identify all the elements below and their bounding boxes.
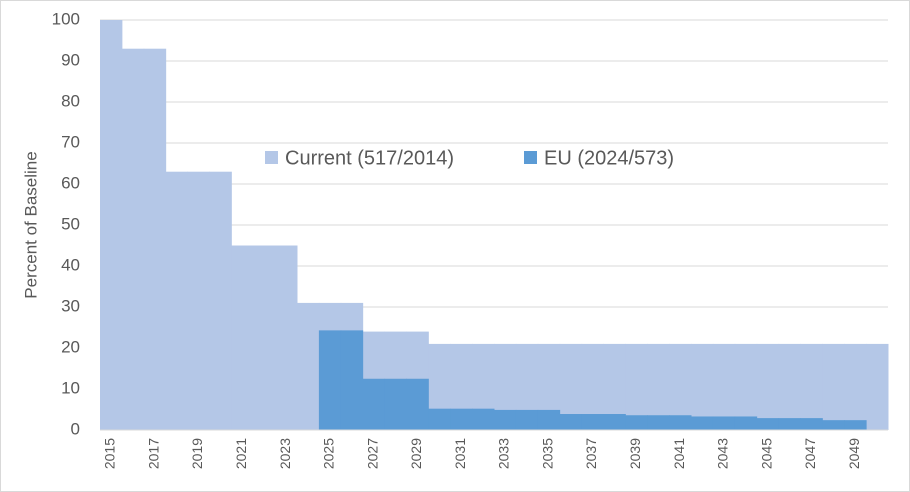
bar [844, 343, 867, 430]
bar [515, 409, 539, 430]
y-tick-label: 30 [61, 296, 80, 315]
bar [253, 245, 276, 430]
x-tick-label: 2015 [102, 438, 118, 469]
bar [209, 171, 232, 430]
bar [559, 343, 583, 430]
bar [537, 343, 561, 430]
bar [778, 343, 801, 430]
y-tick-label: 90 [61, 50, 80, 69]
bar [603, 414, 626, 430]
x-tick-label: 2027 [364, 438, 380, 469]
bar [450, 408, 473, 430]
bar [581, 343, 604, 430]
x-tick-label: 2043 [715, 438, 731, 469]
x-tick-label: 2033 [496, 438, 512, 469]
bar [822, 420, 845, 430]
legend-label: EU (2024/573) [544, 147, 674, 169]
bar [428, 408, 451, 430]
bar [275, 245, 298, 430]
bar [756, 418, 780, 430]
bar [712, 343, 736, 430]
bar [625, 415, 648, 430]
bar [318, 330, 342, 430]
x-tick-label: 2045 [758, 438, 774, 469]
bar [472, 343, 495, 430]
y-axis-label: Percent of Baseline [21, 151, 40, 298]
bar [691, 416, 714, 430]
x-tick-label: 2025 [321, 438, 337, 469]
y-tick-label: 10 [61, 378, 80, 397]
bar [494, 343, 517, 430]
y-tick-label: 20 [61, 337, 80, 356]
bar [537, 409, 561, 430]
bar [100, 20, 123, 430]
bar [340, 330, 364, 430]
bar [581, 414, 604, 430]
bar [231, 245, 254, 430]
bar [800, 343, 823, 430]
bar [494, 409, 517, 430]
bar [187, 171, 210, 430]
legend-label: Current (517/2014) [285, 147, 454, 169]
bar [472, 408, 495, 430]
bar [647, 343, 670, 430]
bar [297, 302, 320, 430]
bar [428, 343, 451, 430]
bar [165, 171, 189, 430]
bar [712, 416, 736, 430]
bar [406, 378, 429, 430]
bar [734, 343, 758, 430]
y-tick-label: 80 [61, 91, 80, 110]
bar [778, 418, 801, 430]
y-tick-label: 0 [71, 419, 80, 438]
y-tick-label: 100 [52, 9, 80, 28]
bar [800, 418, 823, 430]
bar [384, 378, 407, 430]
x-tick-label: 2035 [539, 438, 555, 469]
bar [756, 343, 780, 430]
bar [450, 343, 473, 430]
x-tick-label: 2037 [583, 438, 599, 469]
y-tick-label: 60 [61, 173, 80, 192]
bar [844, 420, 867, 430]
x-tick-label: 2029 [408, 438, 424, 469]
bar [625, 343, 648, 430]
y-tick-label: 50 [61, 214, 80, 233]
x-tick-label: 2041 [671, 438, 687, 469]
bar [734, 416, 758, 430]
bar [143, 48, 167, 430]
bar [121, 48, 145, 430]
bar [647, 415, 670, 430]
legend-swatch [524, 151, 537, 164]
x-tick-label: 2021 [233, 438, 249, 469]
bar [669, 343, 692, 430]
x-tick-label: 2039 [627, 438, 643, 469]
x-tick-label: 2031 [452, 438, 468, 469]
x-tick-label: 2017 [145, 438, 161, 469]
bar [866, 343, 889, 430]
y-tick-label: 70 [61, 132, 80, 151]
x-tick-label: 2047 [802, 438, 818, 469]
bar [515, 343, 539, 430]
x-tick-label: 2023 [277, 438, 293, 469]
legend-swatch [265, 151, 278, 164]
bar [362, 378, 386, 430]
x-tick-label: 2019 [189, 438, 205, 469]
x-tick-label: 2049 [846, 438, 862, 469]
bar [822, 343, 845, 430]
bar [669, 415, 692, 430]
bar [559, 414, 583, 430]
bar [603, 343, 626, 430]
y-tick-label: 40 [61, 255, 80, 274]
bar [691, 343, 714, 430]
